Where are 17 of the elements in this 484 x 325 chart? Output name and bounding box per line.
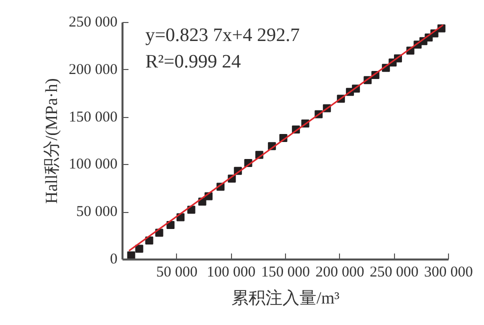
x-tick-label: 300 000: [424, 264, 473, 280]
y-tick-label: 100 000: [68, 156, 118, 173]
x-tick-label: 100 000: [206, 264, 256, 280]
y-tick-label: 0: [110, 252, 118, 268]
annotation: y=0.823 7x+4 292.7: [145, 25, 300, 46]
y-tick-label: 250 000: [68, 14, 118, 30]
point: [135, 244, 144, 253]
x-tick-label: 150 000: [261, 264, 310, 280]
annotation: R²=0.999 24: [145, 51, 242, 72]
x-axis-title: 累积注入量/m³: [231, 288, 340, 308]
y-tick-label: 150 000: [68, 109, 118, 126]
x-tick-label: 250 000: [370, 264, 419, 280]
y-axis-title: Hall积分/(MPa·h): [42, 78, 61, 204]
y-tick-label: 200 000: [68, 62, 118, 78]
x-tick-label: 200 000: [315, 264, 364, 280]
x-tick-label: 50 000: [156, 264, 198, 280]
y-tick-label: 50 000: [76, 204, 118, 220]
